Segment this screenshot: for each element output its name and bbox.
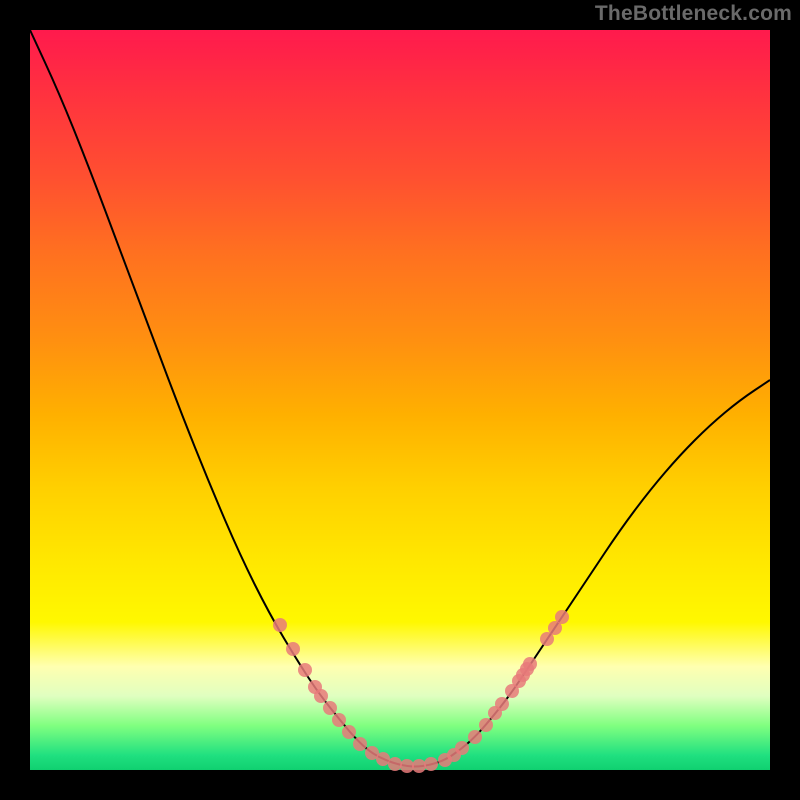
data-marker — [323, 701, 337, 715]
data-marker — [376, 752, 390, 766]
bottleneck-curve — [30, 30, 770, 767]
data-markers — [273, 610, 569, 773]
data-marker — [400, 759, 414, 773]
data-marker — [424, 757, 438, 771]
data-marker — [455, 741, 469, 755]
data-marker — [555, 610, 569, 624]
data-marker — [388, 757, 402, 771]
data-marker — [479, 718, 493, 732]
data-marker — [332, 713, 346, 727]
data-marker — [353, 737, 367, 751]
data-marker — [468, 730, 482, 744]
data-marker — [298, 663, 312, 677]
data-marker — [523, 657, 537, 671]
data-marker — [495, 697, 509, 711]
chart-overlay — [0, 0, 800, 800]
chart-frame: TheBottleneck.com — [0, 0, 800, 800]
data-marker — [314, 689, 328, 703]
data-marker — [273, 618, 287, 632]
data-marker — [342, 725, 356, 739]
data-marker — [412, 759, 426, 773]
data-marker — [286, 642, 300, 656]
